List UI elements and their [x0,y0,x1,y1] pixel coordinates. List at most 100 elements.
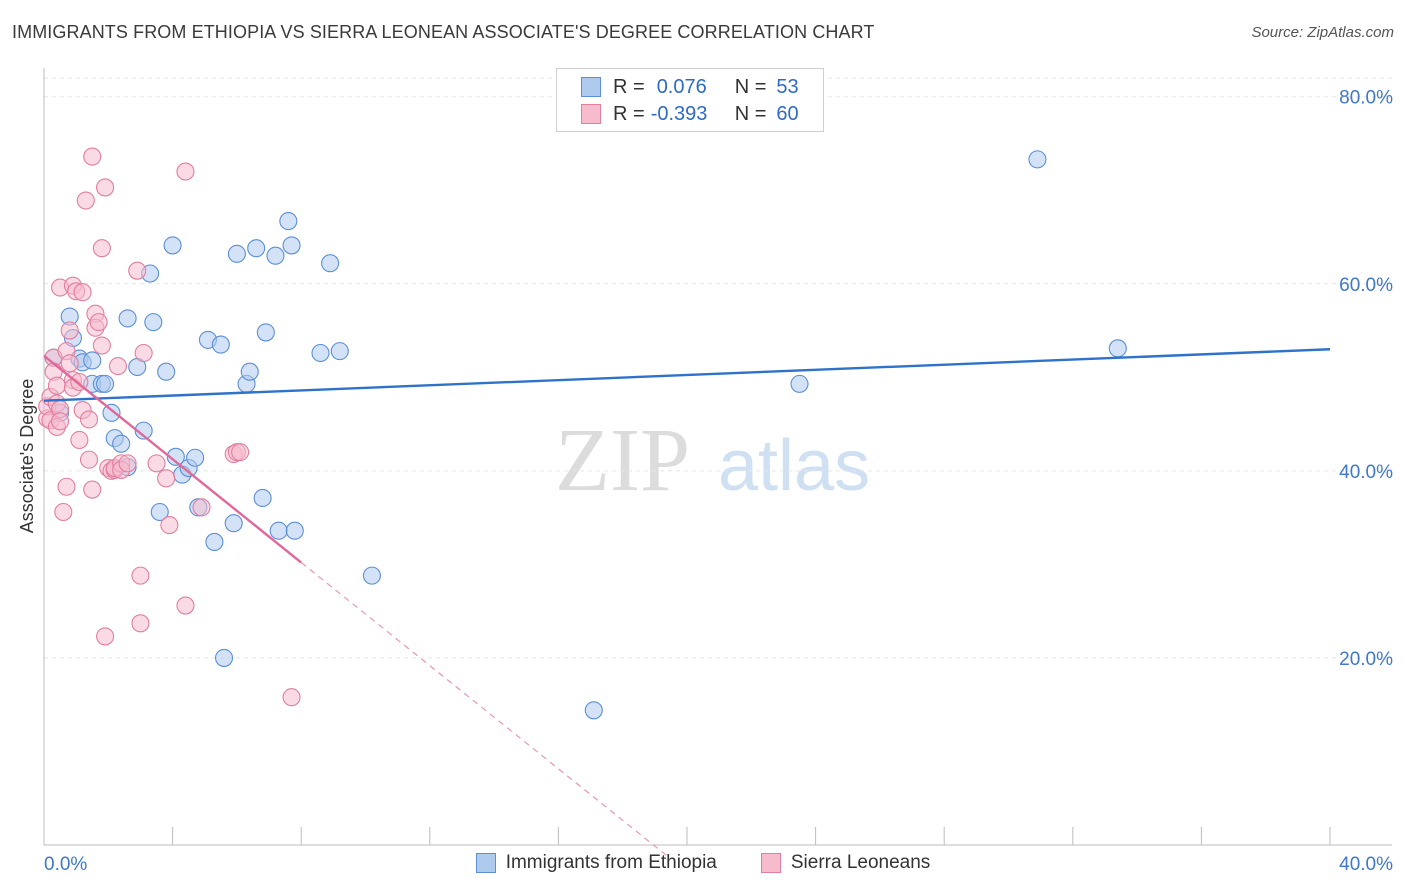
chart-title: IMMIGRANTS FROM ETHIOPIA VS SIERRA LEONE… [12,22,875,42]
legend-r-value: 0.076 [656,75,707,98]
ethiopia-point [144,313,163,332]
sierra-point [54,502,73,522]
ethiopia-point [166,447,185,466]
ethiopia-point [211,335,230,354]
sierra-point [60,321,79,340]
ethiopia-point [285,521,304,540]
series-swatch-pink [760,853,781,873]
ethiopia-point [282,236,301,255]
ethiopia-point [150,502,169,522]
ethiopia-point [1028,150,1047,169]
legend-n-label: N = [734,102,767,125]
legend-n-value: 53 [776,75,799,98]
watermark-zip: ZIP [555,411,690,510]
ethiopia-point [247,239,266,258]
y-tick-label: 60.0% [1339,275,1393,296]
sierra-point [51,412,70,431]
ethiopia-point [266,246,285,265]
ethiopia-point [311,343,330,363]
y-tick-label: 80.0% [1339,88,1393,109]
y-tick-label: 20.0% [1339,649,1393,670]
series-label-ethiopia: Immigrants from Ethiopia [505,852,717,873]
ethiopia-point [163,236,182,255]
sierra-point [60,354,79,373]
ethiopia-point [256,323,275,342]
stats-legend: R = 0.076 N = 53 R = -0.393 N = 60 [556,68,824,132]
ethiopia-point [157,362,176,381]
sierra-point [57,477,76,496]
ethiopia-point [118,309,137,328]
sierra-point [157,469,176,488]
ethiopia-point [102,403,121,422]
sierra-point [47,376,66,395]
sierra-point [70,430,89,450]
legend-swatch-blue [581,77,601,97]
x-tick-label-left: 0.0% [44,854,87,875]
legend-r-label: R = [613,102,645,125]
ethiopia-point [269,521,288,540]
sierra-point [131,614,150,633]
ethiopia-point [214,648,234,667]
sierra-point [176,162,195,181]
ethiopia-point [362,566,381,585]
sierra-point [83,147,102,166]
legend-r-value: -0.393 [650,102,708,125]
ethiopia-point [240,362,259,381]
legend-swatch-pink [581,104,601,124]
ethiopia-point [205,532,224,551]
ethiopia-point [186,448,205,467]
ethiopia-point [253,488,272,508]
sierra-point [92,336,111,355]
source-label: Source: ZipAtlas.com [1251,24,1394,41]
ethiopia-point [584,701,603,720]
ethiopia-point [112,434,131,453]
legend-r-label: R = [613,75,645,98]
sierra-trend-line [43,354,302,564]
sierra-point [96,178,115,197]
ethiopia-point [83,351,102,370]
sierra-point [108,357,127,376]
ethiopia-point [321,254,340,273]
ethiopia-trend-line [43,348,1331,402]
sierra-point [231,443,250,462]
ethiopia-point [330,342,349,361]
series-legend-ethiopia: Immigrants from Ethiopia [475,852,717,874]
ethiopia-point [790,374,809,393]
legend-row-ethiopia: R = 0.076 N = 53 [581,74,799,100]
sierra-point [128,261,147,280]
sierra-point [176,596,195,615]
sierra-point [79,450,99,469]
series-legend: Immigrants from Ethiopia Sierra Leoneans [0,852,1406,874]
ethiopia-point [279,212,298,231]
sierra-point [76,191,95,210]
sierra-point [160,516,179,535]
legend-row-sierra: R = -0.393 N = 60 [581,101,799,127]
x-tick-label-right: 40.0% [1339,854,1393,875]
y-tick-label: 40.0% [1339,462,1393,483]
sierra-point [73,283,92,302]
ethiopia-point [134,421,153,440]
watermark-atlas: atlas [718,426,870,506]
series-swatch-blue [475,853,496,873]
sierra-point [282,688,301,707]
sierra-trend-extension [300,562,672,860]
series-label-sierra: Sierra Leoneans [790,852,931,873]
sierra-point [192,498,211,517]
ethiopia-point [227,244,246,263]
sierra-point [147,454,166,473]
y-axis-label: Associate's Degree [17,379,37,534]
sierra-point [134,343,153,363]
ethiopia-point [224,514,243,533]
sierra-point [89,313,108,332]
legend-n-label: N = [734,75,767,98]
sierra-point [83,480,102,499]
series-legend-sierra: Sierra Leoneans [760,852,931,874]
ethiopia-point [96,374,115,393]
sierra-point [96,627,115,646]
sierra-point [131,566,150,585]
legend-n-value: 60 [776,102,799,125]
ethiopia-point [1108,339,1127,358]
sierra-point [79,410,99,429]
sierra-point [118,454,137,473]
